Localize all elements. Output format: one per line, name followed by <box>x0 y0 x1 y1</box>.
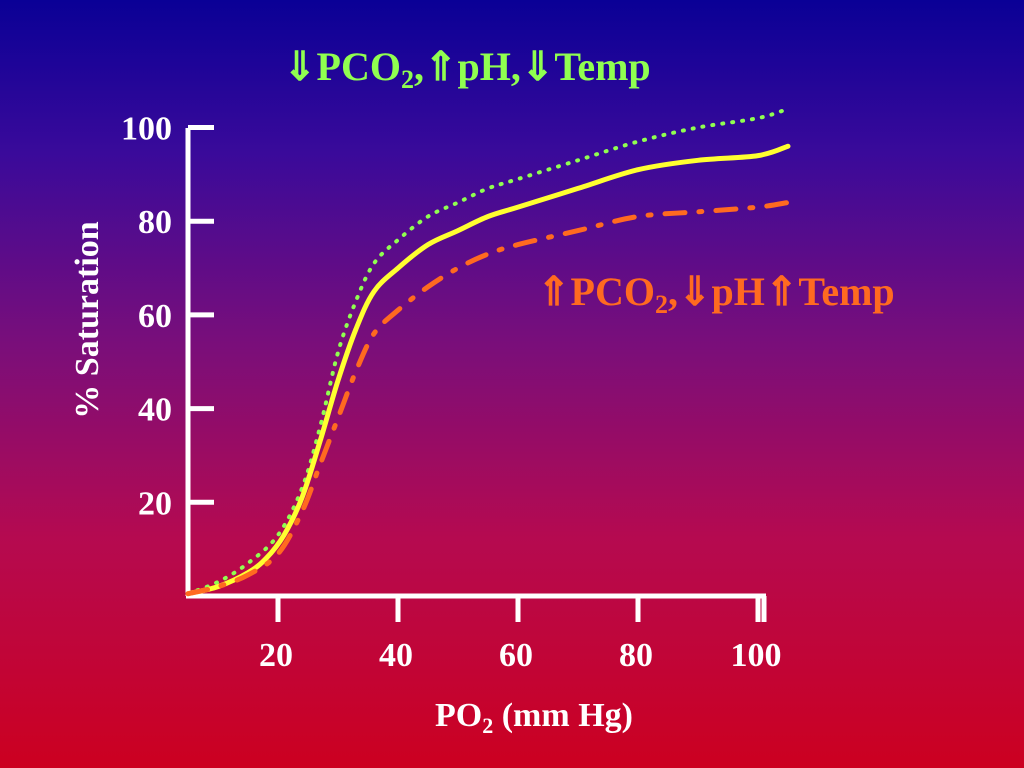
y-tick-label-80: 80 <box>138 204 172 241</box>
curve-left-shift <box>186 106 790 596</box>
lower-arrow-2: ⇓ <box>678 269 712 314</box>
x-tick-label-60: 60 <box>499 637 533 674</box>
upper-arrow-3: ⇓ <box>521 44 555 89</box>
upper-text-2: , <box>414 44 424 89</box>
y-tick-label-40: 40 <box>138 392 172 429</box>
x-tick-label-100: 100 <box>731 637 782 674</box>
upper-text-3: pH, <box>457 44 520 89</box>
lower-arrow-1: ⇑ <box>537 269 571 314</box>
x-axis-label-pre: PO <box>435 697 482 734</box>
x-tick-label-40: 40 <box>379 637 413 674</box>
lower-arrow-3: ⇑ <box>765 269 799 314</box>
y-tick-label-100: 100 <box>121 111 172 148</box>
axes: 20 40 60 80 100 20 40 60 80 100 <box>121 111 782 675</box>
y-tick-label-20: 20 <box>138 485 172 522</box>
lower-annotation: ⇑PCO2,⇓pH⇑Temp <box>537 269 895 319</box>
y-tick-label-60: 60 <box>138 298 172 335</box>
lower-text-3: pH <box>711 269 764 314</box>
x-axis-label-sub: 2 <box>482 713 493 738</box>
x-axis-label: PO2 (mm Hg) <box>435 697 633 738</box>
upper-arrow-1: ⇓ <box>283 44 317 89</box>
x-tick-label-20: 20 <box>259 637 293 674</box>
upper-text-4: Temp <box>554 44 650 89</box>
lower-text-2: , <box>668 269 678 314</box>
x-axis-label-post: (mm Hg) <box>493 697 633 734</box>
y-axis-label: % Saturation <box>69 221 106 419</box>
upper-text-1: PCO <box>317 44 401 89</box>
upper-arrow-2: ⇑ <box>424 44 458 89</box>
lower-sub-1: 2 <box>655 290 668 319</box>
lower-text-4: Temp <box>798 269 894 314</box>
lower-text-1: PCO <box>571 269 655 314</box>
x-tick-label-80: 80 <box>619 637 653 674</box>
curves <box>185 106 791 597</box>
curve-right-shift <box>185 200 791 597</box>
upper-sub-1: 2 <box>401 65 414 94</box>
upper-annotation: ⇓PCO2,⇑pH,⇓Temp <box>283 44 651 94</box>
curve-normal <box>185 143 791 597</box>
